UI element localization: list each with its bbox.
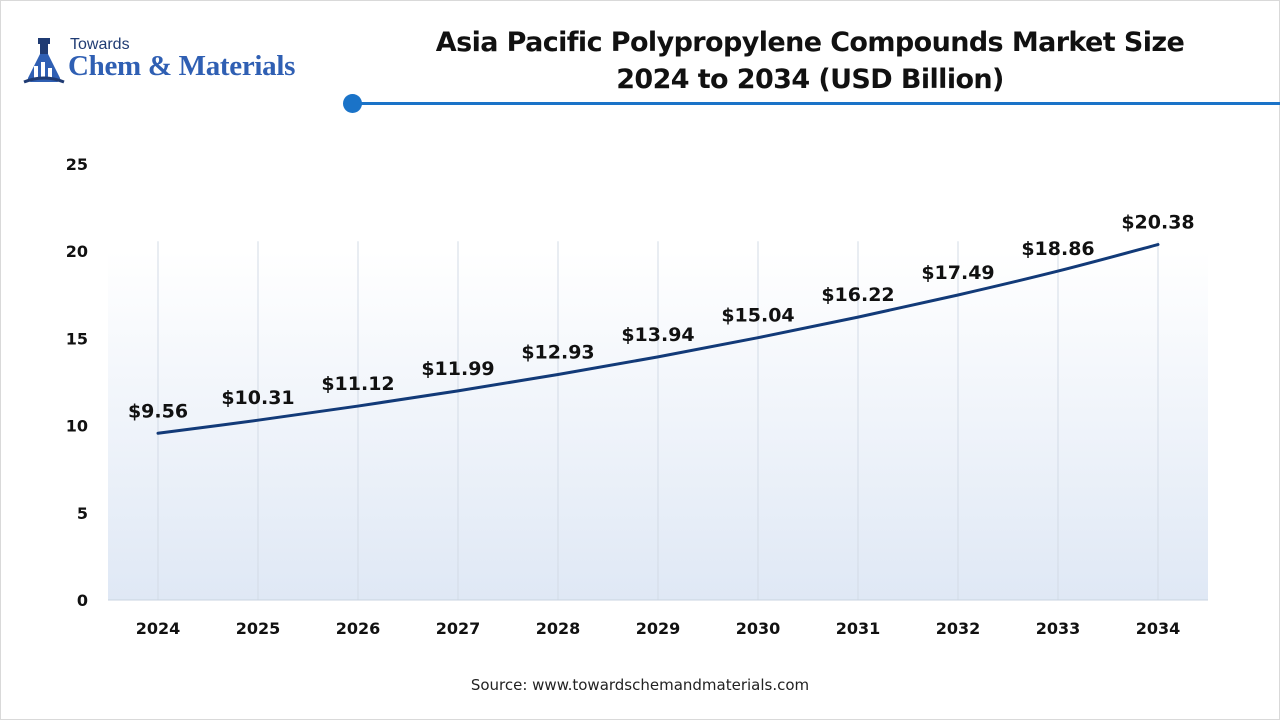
x-tick-label: 2027 [436,619,481,638]
y-tick-label: 10 [66,417,88,436]
brand-line1: Towards [70,36,130,53]
title-underline-dot [343,94,362,113]
data-label-2030: $15.04 [721,305,794,327]
x-tick-label: 2024 [136,619,181,638]
x-tick-label: 2025 [236,619,281,638]
chart-title-line1: Asia Pacific Polypropylene Compounds Mar… [435,27,1185,58]
data-label-2033: $18.86 [1021,238,1094,260]
title-underline [353,102,1280,105]
chart-title: Asia Pacific Polypropylene Compounds Mar… [360,24,1260,98]
y-tick-label: 25 [66,155,88,174]
data-label-2031: $16.22 [821,284,894,306]
source-note: Source: www.towardschemandmaterials.com [470,676,810,694]
x-tick-label: 2029 [636,619,681,638]
y-tick-label: 20 [66,242,88,261]
series-line [156,243,1160,435]
brand-logo: Towards Chem & Materials [22,34,342,90]
y-tick-label: 15 [66,329,88,348]
y-tick-label: 0 [77,591,88,610]
data-label-2025: $10.31 [221,387,294,409]
x-tick-label: 2030 [736,619,781,638]
data-label-2028: $12.93 [521,342,594,364]
data-label-2029: $13.94 [621,324,694,346]
data-label-2032: $17.49 [921,262,994,284]
chart-title-line2: 2024 to 2034 (USD Billion) [616,64,1004,95]
data-label-2027: $11.99 [421,358,494,380]
data-label-2034: $20.38 [1121,212,1194,234]
x-tick-label: 2032 [936,619,981,638]
x-tick-label: 2031 [836,619,881,638]
data-label-2024: $9.56 [128,400,188,422]
brand-line2: Chem & Materials [68,50,296,82]
data-label-2026: $11.12 [321,373,394,395]
x-tick-label: 2026 [336,619,381,638]
x-tick-label: 2034 [1136,619,1181,638]
x-tick-label: 2028 [536,619,581,638]
x-tick-label: 2033 [1036,619,1081,638]
y-tick-label: 5 [77,504,88,523]
flask-icon [23,38,65,84]
